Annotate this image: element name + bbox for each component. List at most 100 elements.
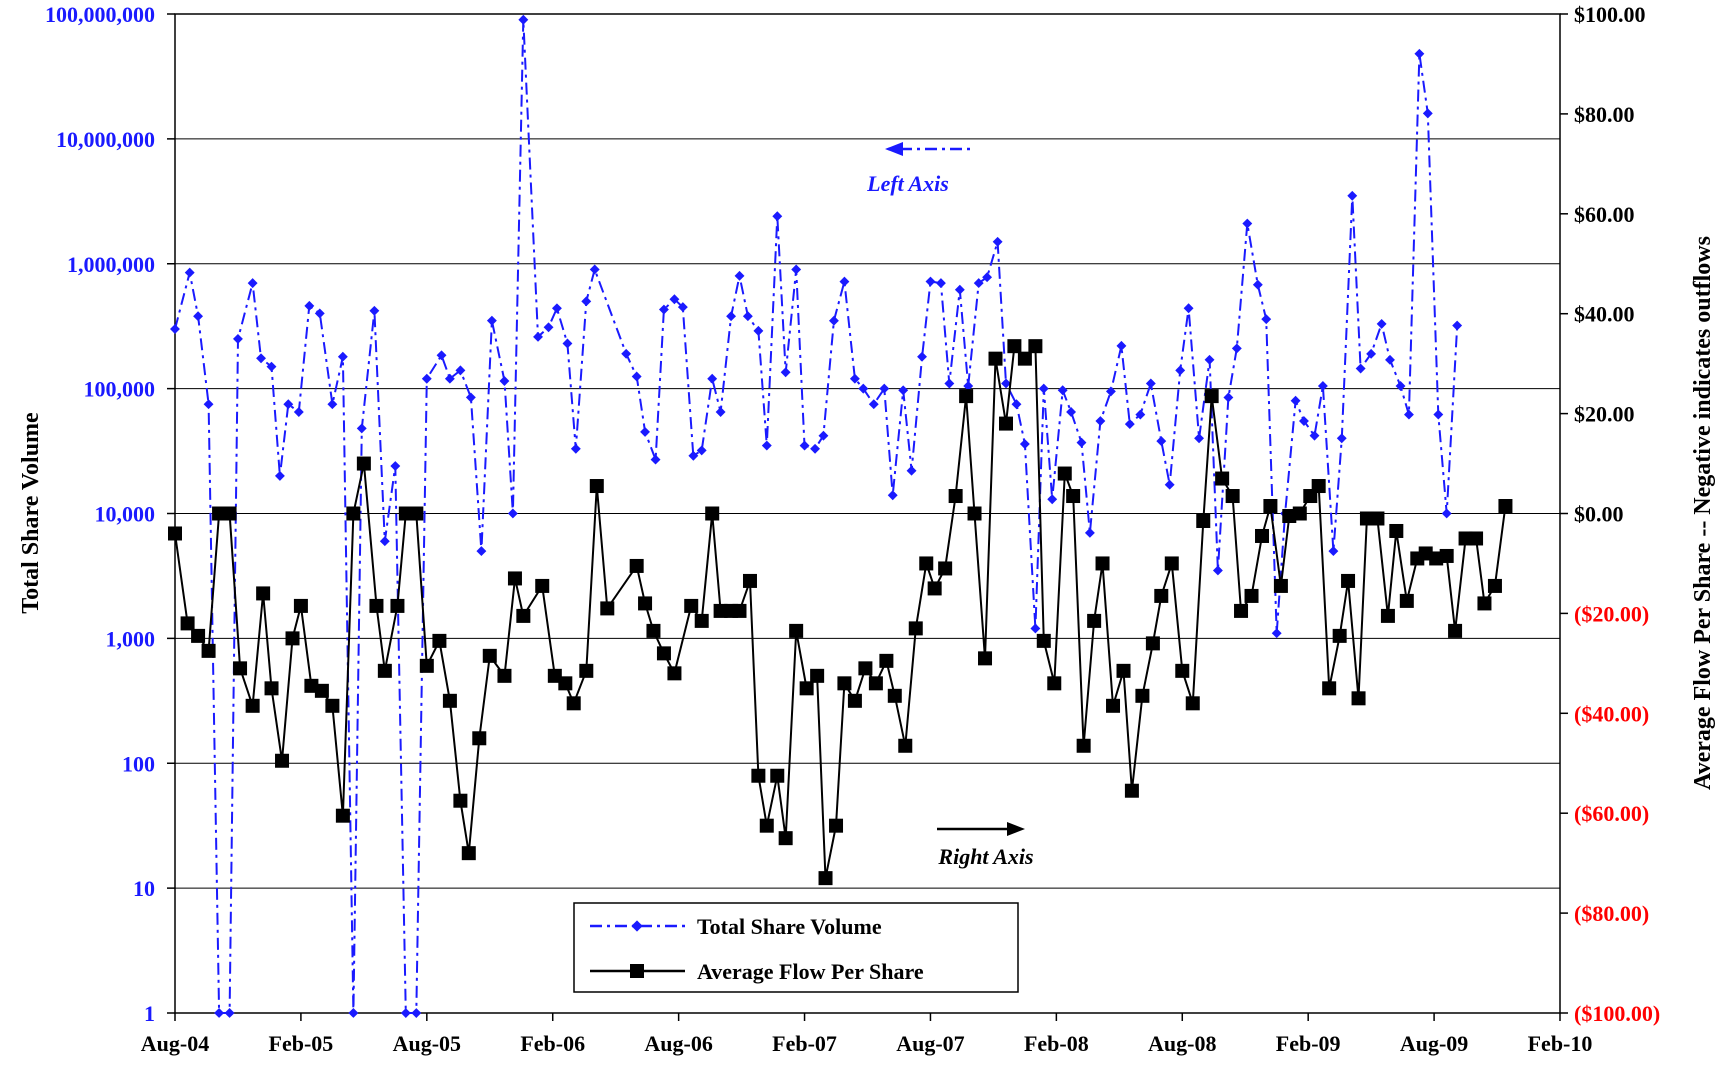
right-tick-label: ($20.00) <box>1574 601 1649 626</box>
data-point <box>222 506 237 521</box>
data-point <box>1341 573 1356 588</box>
series-total-share-volume <box>170 14 1463 1018</box>
data-point <box>184 267 195 278</box>
data-point <box>314 308 325 319</box>
data-point <box>390 461 401 471</box>
data-point <box>461 846 476 861</box>
data-point <box>497 668 512 683</box>
data-point <box>168 526 182 541</box>
data-point <box>377 663 392 678</box>
legend: Total Share Volume Average Flow Per Shar… <box>573 902 1019 993</box>
data-point <box>742 573 757 588</box>
right-tick-label: ($40.00) <box>1574 701 1649 726</box>
left-tick-label: 10 <box>133 876 155 901</box>
x-tick-label: Feb-05 <box>269 1031 334 1056</box>
data-point <box>1084 527 1095 538</box>
data-point <box>1355 363 1366 374</box>
data-point <box>543 322 554 333</box>
data-point <box>799 440 810 451</box>
legend-item-volume: Total Share Volume <box>590 914 882 939</box>
legend-label-volume: Total Share Volume <box>697 914 882 939</box>
right-tick-label: $20.00 <box>1574 402 1635 427</box>
data-point <box>356 456 371 471</box>
right-tick-label: $40.00 <box>1574 302 1635 327</box>
legend-label-flow: Average Flow Per Share <box>697 959 924 984</box>
series-average-flow-per-share <box>168 339 1513 886</box>
right-axis-title: Average Flow Per Share -- Negative indic… <box>1690 236 1716 790</box>
data-point <box>1196 513 1211 528</box>
data-point <box>1273 578 1288 593</box>
data-point <box>948 489 963 504</box>
data-point <box>499 376 510 386</box>
data-point <box>293 598 308 613</box>
data-point <box>906 465 917 476</box>
data-point <box>589 479 604 494</box>
data-point <box>992 236 1003 247</box>
left-axis-ticks: 1 10 100 1,000 10,000 100,000 1,000,000 10,000,… <box>45 2 175 1026</box>
data-point <box>868 676 883 691</box>
data-point <box>507 571 522 586</box>
legend-marker-volume <box>631 920 643 932</box>
data-point <box>1469 531 1484 546</box>
left-axis-annotation: Left Axis <box>866 142 975 196</box>
data-point <box>264 681 279 696</box>
series-line <box>174 19 1459 1014</box>
data-point <box>535 578 550 593</box>
data-point <box>753 325 764 336</box>
data-point <box>1019 439 1030 449</box>
data-point <box>1380 608 1395 623</box>
data-point <box>726 311 737 322</box>
data-point <box>818 871 833 886</box>
data-point <box>849 373 860 384</box>
data-point <box>759 818 774 833</box>
right-arrow-head <box>1007 822 1025 836</box>
data-point <box>325 698 340 713</box>
data-point <box>1011 399 1022 410</box>
data-point <box>1311 479 1326 494</box>
data-point <box>180 616 195 631</box>
data-point <box>419 658 434 673</box>
data-point <box>1066 489 1081 504</box>
data-point <box>1389 523 1404 538</box>
data-point <box>1215 471 1230 486</box>
data-point <box>233 661 248 676</box>
right-tick-label: ($80.00) <box>1574 901 1649 926</box>
data-point <box>791 264 802 275</box>
data-point <box>1370 511 1385 526</box>
data-point <box>898 738 913 753</box>
data-point <box>688 450 699 461</box>
data-point <box>1135 409 1146 420</box>
data-point <box>1057 466 1072 481</box>
data-point <box>973 278 984 289</box>
data-point <box>954 284 965 295</box>
data-point <box>959 389 974 404</box>
data-point <box>356 423 367 434</box>
data-point <box>772 211 783 222</box>
left-tick-label: 100 <box>122 751 155 776</box>
data-point <box>919 556 934 571</box>
data-point <box>829 818 844 833</box>
data-point <box>421 373 432 384</box>
data-point <box>667 666 682 681</box>
data-point <box>677 302 688 313</box>
data-point <box>684 598 699 613</box>
data-point <box>1047 494 1058 505</box>
data-point <box>778 831 793 846</box>
data-point <box>327 399 338 410</box>
data-point <box>170 324 180 334</box>
data-point <box>789 623 804 638</box>
data-point <box>925 276 936 287</box>
data-point <box>472 731 487 746</box>
data-point <box>314 683 329 698</box>
data-point <box>631 371 642 382</box>
data-point <box>432 633 447 648</box>
x-tick-label: Feb-07 <box>772 1031 837 1056</box>
x-tick-label: Feb-09 <box>1276 1031 1341 1056</box>
data-point <box>1204 389 1219 404</box>
data-point <box>715 407 726 417</box>
data-point <box>1317 381 1328 391</box>
data-point <box>274 470 285 481</box>
series-layer <box>168 14 1513 1018</box>
data-point <box>1328 546 1339 557</box>
data-point <box>1017 351 1032 366</box>
